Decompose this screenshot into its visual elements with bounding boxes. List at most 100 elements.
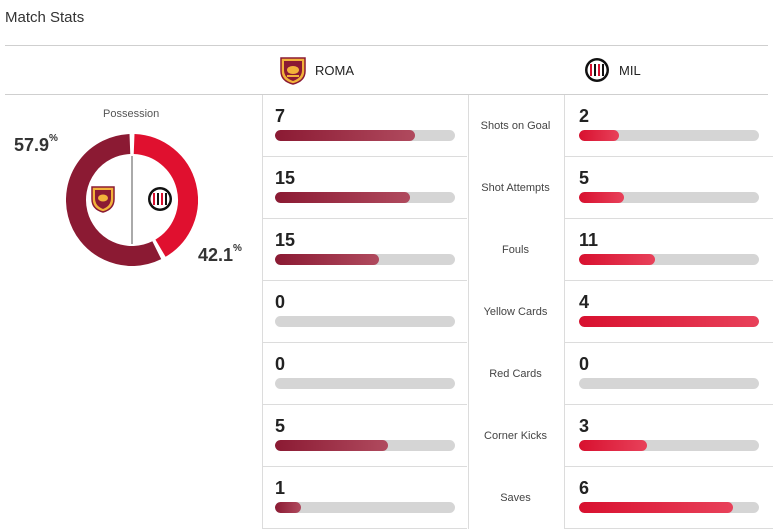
stat-label: Red Cards (489, 368, 542, 380)
away-stat-bar-fill (579, 440, 647, 451)
away-possession-value: 42.1% (198, 243, 242, 265)
home-stat-bar-track (275, 378, 455, 389)
home-stat-cell: 0 (262, 281, 469, 343)
home-stat-cell: 7 (262, 95, 469, 157)
roma-crest-icon (91, 186, 115, 213)
stat-row: 5 Corner Kicks 3 (262, 405, 773, 467)
home-stat-bar-fill (275, 254, 379, 265)
possession-label: Possession (103, 108, 160, 120)
home-team-abbr: ROMA (315, 62, 354, 78)
home-stat-cell: 5 (262, 405, 469, 467)
away-stat-bar-fill (579, 130, 619, 141)
divider (564, 280, 773, 281)
away-stat-cell: 5 (564, 157, 773, 219)
away-stat-cell: 4 (564, 281, 773, 343)
home-stat-bar-fill (275, 440, 388, 451)
away-stat-cell: 0 (564, 343, 773, 405)
away-stat-bar-track (579, 378, 759, 389)
stat-label: Shot Attempts (481, 182, 550, 194)
divider (262, 342, 467, 343)
stat-label-cell: Shots on Goal (468, 95, 563, 157)
away-team-abbr: MIL (619, 62, 641, 78)
home-stat-bar-track (275, 440, 455, 451)
stat-label-cell: Fouls (468, 219, 563, 281)
away-stat-value: 11 (579, 230, 599, 250)
away-stat-value: 0 (579, 354, 590, 374)
divider (564, 218, 773, 219)
away-stat-value: 4 (579, 292, 590, 312)
home-stat-bar-fill (275, 192, 410, 203)
home-stat-value: 0 (275, 354, 286, 374)
home-stat-value: 1 (275, 478, 286, 498)
home-stat-value: 7 (275, 106, 286, 126)
away-stat-value: 5 (579, 168, 590, 188)
home-stat-cell: 0 (262, 343, 469, 405)
away-stat-bar-track (579, 316, 759, 327)
stat-label: Corner Kicks (484, 430, 547, 442)
home-stat-bar-track (275, 130, 455, 141)
away-team-header: MIL (583, 55, 641, 85)
away-stat-value: 2 (579, 106, 590, 126)
away-stat-bar-track (579, 254, 759, 265)
stat-label-cell: Saves (468, 467, 563, 529)
away-stat-value: 6 (579, 478, 590, 498)
home-stat-cell: 1 (262, 467, 469, 529)
away-stat-bar-fill (579, 254, 656, 265)
away-stat-cell: 3 (564, 405, 773, 467)
home-possession-arc (66, 134, 162, 266)
stat-label-cell: Corner Kicks (468, 405, 563, 467)
roma-crest-icon (280, 57, 306, 85)
home-stat-value: 0 (275, 292, 286, 312)
home-stat-bar-fill (275, 130, 415, 141)
home-stat-bar-track (275, 502, 455, 513)
stat-label: Fouls (502, 244, 529, 256)
home-stat-bar-track (275, 254, 455, 265)
stat-label-cell: Shot Attempts (468, 157, 563, 219)
stat-label-cell: Yellow Cards (468, 281, 563, 343)
home-team-header: ROMA (279, 55, 354, 85)
home-possession-value: 57.9% (14, 133, 58, 155)
stat-label: Saves (500, 492, 531, 504)
divider (564, 342, 773, 343)
possession-donut-chart (66, 134, 198, 266)
away-possession-arc (133, 134, 198, 257)
divider (5, 45, 768, 46)
stat-label: Yellow Cards (483, 306, 548, 318)
away-stat-cell: 11 (564, 219, 773, 281)
home-stat-bar-track (275, 316, 455, 327)
away-stat-bar-fill (579, 316, 759, 327)
stat-label-cell: Red Cards (468, 343, 563, 405)
stat-label: Shots on Goal (480, 120, 551, 132)
away-stat-bar-fill (579, 192, 624, 203)
away-stat-bar-track (579, 502, 759, 513)
away-stat-cell: 6 (564, 467, 773, 529)
home-stat-cell: 15 (262, 219, 469, 281)
divider (262, 156, 467, 157)
divider (262, 404, 467, 405)
milan-crest-icon (148, 187, 172, 211)
home-stat-bar-track (275, 192, 455, 203)
away-stat-bar-fill (579, 502, 734, 513)
divider (564, 156, 773, 157)
home-stat-value: 15 (275, 168, 296, 188)
page-title: Match Stats (5, 9, 85, 26)
stat-row: 0 Yellow Cards 4 (262, 281, 773, 343)
divider (262, 218, 467, 219)
stat-row: 7 Shots on Goal 2 (262, 95, 773, 157)
home-stat-value: 5 (275, 416, 286, 436)
home-stat-cell: 15 (262, 157, 469, 219)
milan-crest-icon (585, 58, 609, 82)
home-stat-value: 15 (275, 230, 296, 250)
divider (5, 94, 768, 95)
divider (262, 280, 467, 281)
stat-row: 15 Fouls 11 (262, 219, 773, 281)
away-stat-bar-track (579, 440, 759, 451)
divider (564, 466, 773, 467)
home-stat-bar-fill (275, 502, 301, 513)
away-stat-value: 3 (579, 416, 590, 436)
stat-row: 0 Red Cards 0 (262, 343, 773, 405)
divider (564, 404, 773, 405)
away-stat-bar-track (579, 192, 759, 203)
stat-row: 15 Shot Attempts 5 (262, 157, 773, 219)
divider (262, 466, 467, 467)
